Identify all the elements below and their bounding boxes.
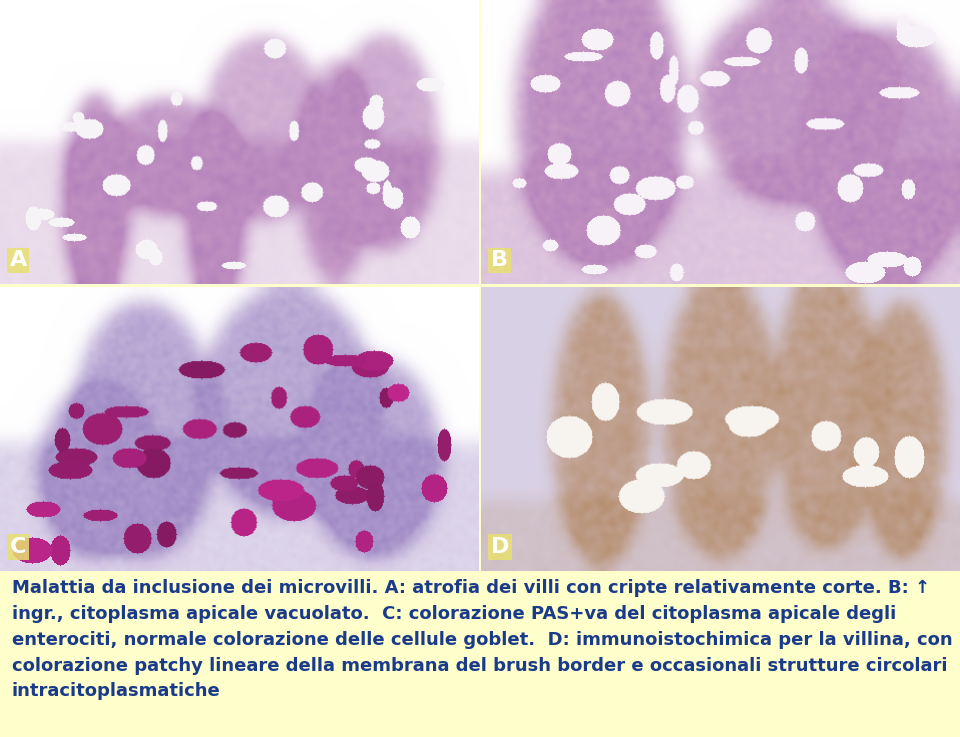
Text: Malattia da inclusione dei microvilli. A: atrofia dei villi con cripte relativam: Malattia da inclusione dei microvilli. A… <box>12 579 952 700</box>
Text: D: D <box>491 537 510 557</box>
Text: A: A <box>10 251 27 270</box>
Text: C: C <box>10 537 26 557</box>
Text: B: B <box>491 251 508 270</box>
